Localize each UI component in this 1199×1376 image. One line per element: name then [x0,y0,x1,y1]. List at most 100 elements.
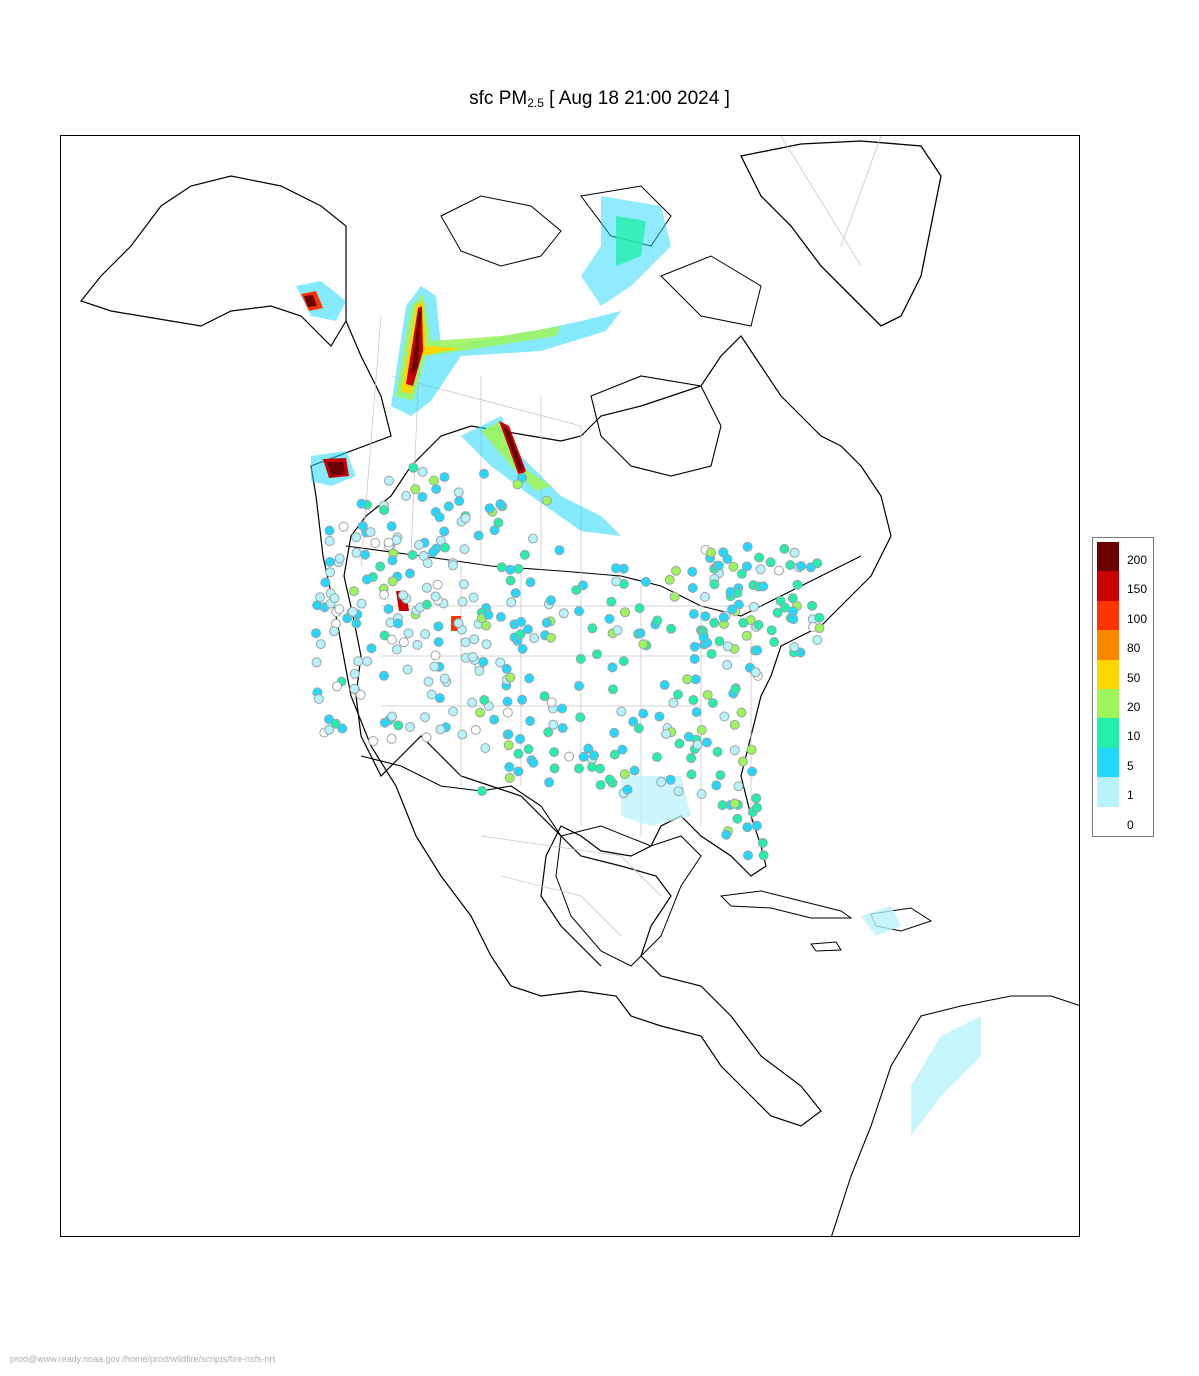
station-dot [635,628,646,639]
station-dot [481,639,492,650]
station-dot [604,613,615,624]
station-dot [375,561,386,572]
station-dot [495,657,506,668]
colorbar-legend: 200 150 100 80 50 20 10 5 1 0 [1092,537,1154,837]
station-dot [620,607,630,618]
station-dot [686,753,697,764]
station-dot [652,752,662,763]
station-dot [742,561,752,572]
station-dot [638,639,649,650]
station-dot [728,561,739,572]
station-dot [696,725,707,735]
colorbar-swatch [1097,806,1119,836]
station-dot [700,591,710,602]
station-dot [517,643,528,654]
station-dot [443,501,454,512]
map-panel [60,135,1080,1237]
station-dot [574,606,584,617]
station-dot [468,592,479,603]
station-dot [788,614,799,625]
station-dot [474,665,485,676]
station-dot [351,547,362,558]
station-dot [652,615,663,626]
station-dot [365,527,376,538]
station-dot [504,772,515,783]
station-dot [383,537,394,548]
station-dot [428,475,439,486]
station-dot [504,762,515,772]
station-dot [673,689,683,700]
station-dot [481,620,492,631]
station-dot [483,609,494,620]
title-prefix: sfc PM [469,88,528,109]
station-dot [736,568,747,579]
station-dot [356,598,367,609]
station-dot [727,604,738,615]
station-dot [387,555,398,566]
colorbar-label: 150 [1127,582,1148,597]
station-dot [379,717,390,728]
station-dot [332,681,342,692]
station-dot [529,633,540,644]
station-dot [578,580,588,591]
station-dot [334,553,345,564]
station-dot [712,746,723,757]
station-dot [558,608,569,619]
station-dot [349,586,359,597]
station-dot [789,547,800,558]
station-dot [557,703,568,714]
station-dot [525,716,536,726]
station-dot [721,829,732,840]
plume-northwest-territories [391,286,621,416]
station-dot [714,636,725,647]
station-dot [587,623,598,634]
alaska-outline [79,175,347,347]
station-dot [617,744,628,755]
station-dot [772,607,783,618]
station-dot [787,593,798,604]
station-dot [541,617,552,628]
station-dot [513,563,524,574]
station-dot [686,769,697,780]
station-dot [439,673,450,684]
station-dot [417,492,428,502]
station-dot [433,621,444,632]
station-dot [379,670,389,681]
station-dot [457,729,468,740]
source-path-footer: prod@www.ready.noaa.gov:/home/prod/wildf… [10,1354,276,1364]
plume-venezuela [911,1016,981,1136]
station-dot [753,620,764,630]
colorbar-label: 100 [1127,611,1148,626]
station-dot [337,723,348,734]
station-dot [698,632,709,643]
station-dot [325,567,336,578]
station-dot [495,612,506,622]
station-dot [769,637,780,647]
station-dot [383,475,394,486]
station-dot [403,628,414,639]
station-dot [616,706,627,717]
station-dot [583,743,594,754]
station-dot [539,691,550,702]
station-dot [549,763,560,774]
title-subscript: 2.5 [527,96,544,110]
station-dot [741,630,752,641]
station-dot [725,587,736,597]
station-dot [689,641,700,652]
station-dot [796,561,807,571]
station-dot [467,652,478,662]
station-dot [386,733,397,744]
station-dot [484,503,495,514]
colorbar-swatch [1097,600,1119,631]
station-dot [479,695,490,705]
station-dot [544,777,555,788]
station-dot [666,623,677,634]
station-dot [515,629,526,640]
station-dot [393,720,404,731]
station-dot [528,757,539,768]
station-dot [752,645,763,656]
station-dot [414,540,424,550]
station-dot [691,707,702,718]
plume-alaska [296,281,346,321]
station-dot [640,576,651,587]
